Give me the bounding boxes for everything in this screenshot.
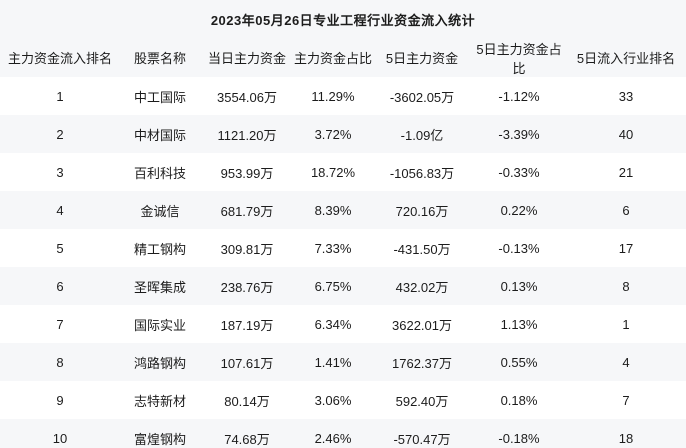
table-row: 5 精工钢构 309.81万 7.33% -431.50万 -0.13% 17 xyxy=(0,229,686,267)
cell-today-main-fund: 953.99万 xyxy=(220,165,274,181)
cell-5day-industry-rank: 4 xyxy=(622,354,630,370)
table-row: 4 金诚信 681.79万 8.39% 720.16万 0.22% 6 xyxy=(0,191,686,229)
cell-stock-name: 鸿路钢构 xyxy=(133,355,186,371)
cell-stock-name: 百利科技 xyxy=(133,165,186,181)
table-row: 1 中工国际 3554.06万 11.29% -3602.05万 -1.12% … xyxy=(0,77,686,115)
cell-5day-main-fund-ratio: -0.33% xyxy=(498,164,540,180)
cell-stock-name: 中工国际 xyxy=(133,89,186,105)
cell-today-main-fund: 3554.06万 xyxy=(217,89,277,105)
cell-5day-main-fund: 1762.37万 xyxy=(392,355,452,371)
cell-main-fund-ratio: 6.75% xyxy=(314,278,352,294)
cell-5day-main-fund-ratio: 1.13% xyxy=(500,316,538,332)
cell-stock-name: 中材国际 xyxy=(133,127,186,143)
cell-rank: 1 xyxy=(56,88,64,104)
cell-main-fund-ratio: 18.72% xyxy=(310,164,356,180)
title-bar: 2023年05月26日专业工程行业资金流入统计 xyxy=(0,0,686,38)
cell-today-main-fund: 681.79万 xyxy=(220,203,274,219)
cell-5day-main-fund: 720.16万 xyxy=(395,203,449,219)
table-row: 3 百利科技 953.99万 18.72% -1056.83万 -0.33% 2… xyxy=(0,153,686,191)
cell-main-fund-ratio: 3.72% xyxy=(314,126,352,142)
table-header-row: 主力资金流入排名 股票名称 当日主力资金 主力资金占比 5日主力资金 5日主力资… xyxy=(0,38,686,77)
cell-stock-name: 富煌钢构 xyxy=(133,431,186,447)
column-header-main-fund-ratio: 主力资金占比 xyxy=(294,51,373,66)
cell-5day-industry-rank: 6 xyxy=(622,202,630,218)
cell-5day-main-fund: -570.47万 xyxy=(393,431,451,447)
cell-5day-main-fund: 432.02万 xyxy=(395,279,449,295)
cell-stock-name: 精工钢构 xyxy=(133,241,186,257)
cell-today-main-fund: 309.81万 xyxy=(220,241,274,257)
table-row: 10 富煌钢构 74.68万 2.46% -570.47万 -0.18% 18 xyxy=(0,419,686,448)
cell-main-fund-ratio: 6.34% xyxy=(314,316,352,332)
column-header-stock-name: 股票名称 xyxy=(133,51,186,66)
cell-main-fund-ratio: 11.29% xyxy=(311,88,355,104)
cell-rank: 2 xyxy=(56,126,64,142)
cell-5day-main-fund: -3602.05万 xyxy=(389,89,455,105)
cell-5day-main-fund: -1056.83万 xyxy=(389,165,455,181)
cell-main-fund-ratio: 3.06% xyxy=(314,392,352,408)
cell-rank: 8 xyxy=(56,354,64,370)
cell-5day-main-fund-ratio: -0.13% xyxy=(498,240,540,256)
cell-5day-industry-rank: 17 xyxy=(618,240,634,256)
column-header-rank: 主力资金流入排名 xyxy=(7,51,112,66)
cell-main-fund-ratio: 8.39% xyxy=(314,202,352,218)
cell-rank: 9 xyxy=(56,392,64,408)
cell-5day-industry-rank: 7 xyxy=(622,392,630,408)
cell-5day-main-fund-ratio: -3.39% xyxy=(498,126,540,142)
cell-5day-main-fund: 3622.01万 xyxy=(392,317,452,333)
cell-stock-name: 圣晖集成 xyxy=(133,279,186,295)
cell-5day-main-fund-ratio: -1.12% xyxy=(498,88,540,104)
cell-5day-industry-rank: 8 xyxy=(622,278,630,294)
column-header-5day-industry-rank: 5日流入行业排名 xyxy=(576,51,676,66)
table-row: 7 国际实业 187.19万 6.34% 3622.01万 1.13% 1 xyxy=(0,305,686,343)
cell-5day-main-fund: -1.09亿 xyxy=(400,127,444,143)
cell-rank: 10 xyxy=(52,430,68,446)
cell-today-main-fund: 107.61万 xyxy=(220,355,274,371)
cell-today-main-fund: 80.14万 xyxy=(224,393,270,409)
column-header-5day-main-fund: 5日主力资金 xyxy=(385,51,459,66)
cell-today-main-fund: 238.76万 xyxy=(220,279,274,295)
page-title: 2023年05月26日专业工程行业资金流入统计 xyxy=(210,12,476,28)
cell-5day-industry-rank: 40 xyxy=(618,126,634,142)
cell-stock-name: 国际实业 xyxy=(133,317,186,333)
table-row: 9 志特新材 80.14万 3.06% 592.40万 0.18% 7 xyxy=(0,381,686,419)
cell-rank: 7 xyxy=(56,316,64,332)
cell-main-fund-ratio: 2.46% xyxy=(314,430,352,446)
fund-flow-table: 主力资金流入排名 股票名称 当日主力资金 主力资金占比 5日主力资金 5日主力资… xyxy=(0,38,686,448)
cell-rank: 4 xyxy=(56,202,64,218)
table-row: 8 鸿路钢构 107.61万 1.41% 1762.37万 0.55% 4 xyxy=(0,343,686,381)
cell-rank: 6 xyxy=(56,278,64,294)
cell-5day-industry-rank: 33 xyxy=(618,88,634,104)
cell-stock-name: 志特新材 xyxy=(133,393,186,409)
cell-stock-name: 金诚信 xyxy=(140,203,180,219)
table-row: 6 圣晖集成 238.76万 6.75% 432.02万 0.13% 8 xyxy=(0,267,686,305)
cell-today-main-fund: 187.19万 xyxy=(220,317,274,333)
cell-today-main-fund: 74.68万 xyxy=(224,431,270,447)
cell-5day-main-fund-ratio: -0.18% xyxy=(498,430,540,446)
cell-5day-industry-rank: 1 xyxy=(622,316,630,332)
cell-rank: 3 xyxy=(56,164,64,180)
table-row: 2 中材国际 1121.20万 3.72% -1.09亿 -3.39% 40 xyxy=(0,115,686,153)
cell-5day-main-fund-ratio: 0.55% xyxy=(500,354,538,370)
cell-5day-main-fund: -431.50万 xyxy=(393,241,451,257)
cell-main-fund-ratio: 7.33% xyxy=(314,240,352,256)
cell-5day-main-fund-ratio: 0.18% xyxy=(500,392,538,408)
cell-rank: 5 xyxy=(56,240,64,256)
cell-5day-main-fund-ratio: 0.22% xyxy=(500,202,538,218)
column-header-today-main-fund: 当日主力资金 xyxy=(207,51,286,66)
table-body: 1 中工国际 3554.06万 11.29% -3602.05万 -1.12% … xyxy=(0,77,686,448)
cell-main-fund-ratio: 1.41% xyxy=(314,354,352,370)
cell-today-main-fund: 1121.20万 xyxy=(217,127,277,143)
cell-5day-main-fund: 592.40万 xyxy=(395,393,449,409)
cell-5day-industry-rank: 18 xyxy=(618,430,634,446)
column-header-5day-main-fund-ratio: 5日主力资金占比 xyxy=(476,41,562,76)
cell-5day-main-fund-ratio: 0.13% xyxy=(500,278,538,294)
cell-5day-industry-rank: 21 xyxy=(618,164,634,180)
